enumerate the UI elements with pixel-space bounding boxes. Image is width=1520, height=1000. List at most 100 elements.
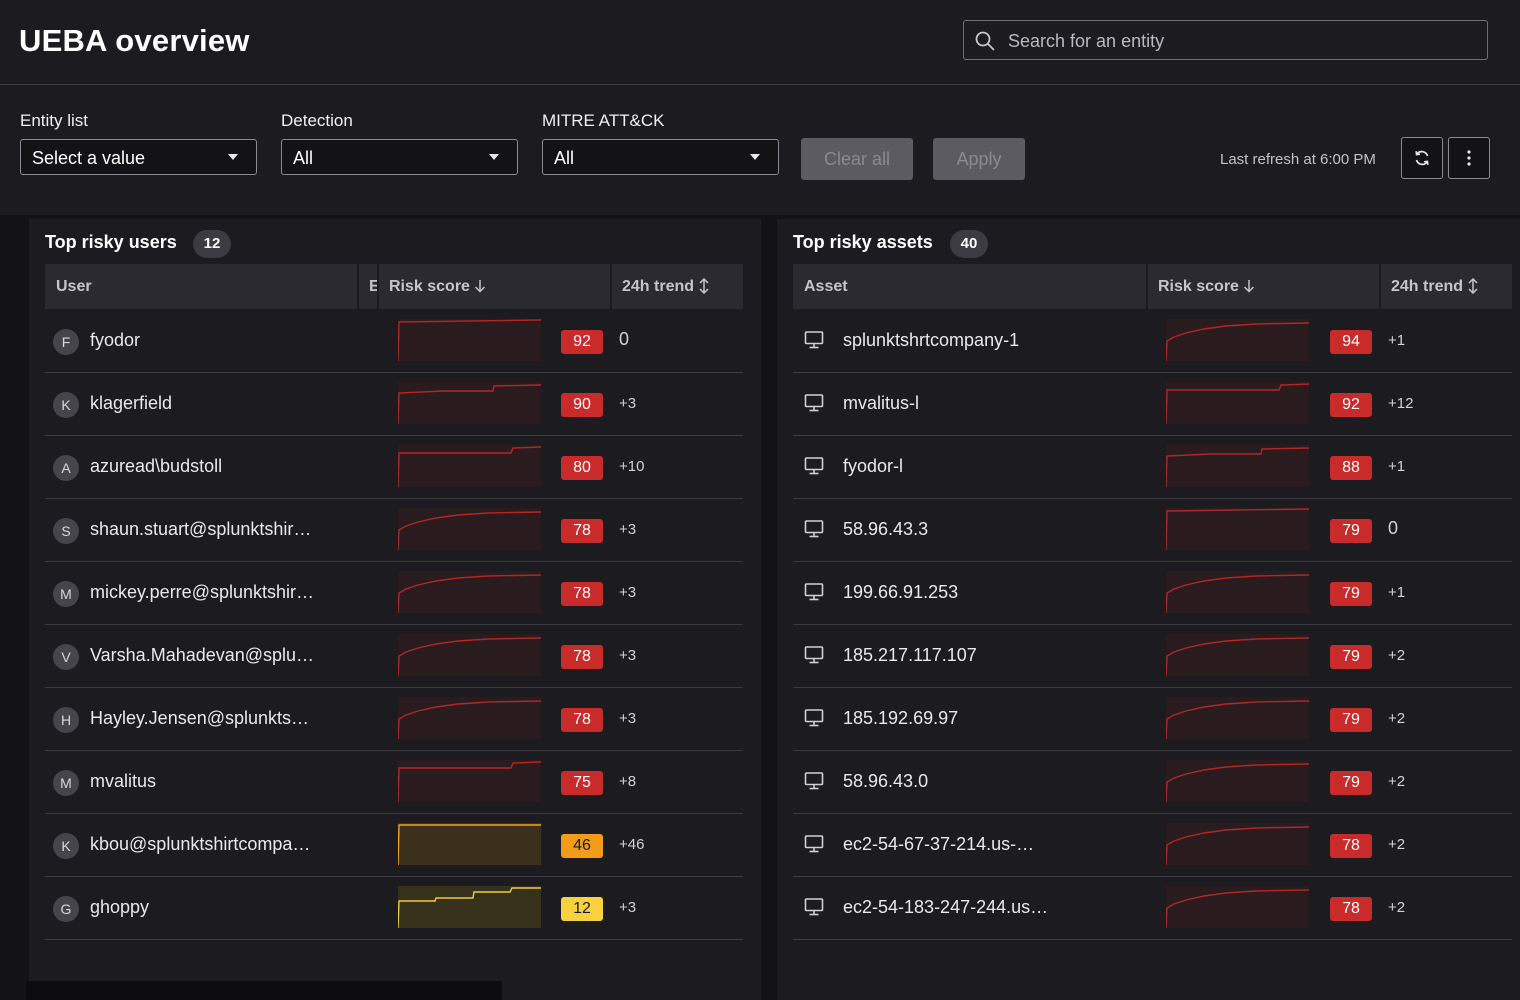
risk-sparkline (397, 382, 542, 425)
trend-value: +8 (619, 773, 637, 790)
arrow-up-down-icon (699, 277, 709, 295)
user-name[interactable]: mvalitus (90, 771, 157, 791)
risk-score-badge: 46 (561, 834, 603, 858)
asset-name[interactable]: fyodor-l (843, 456, 904, 476)
trend-value: +3 (619, 647, 637, 664)
column-header-asset[interactable]: Asset (804, 278, 848, 295)
risk-sparkline (1165, 634, 1310, 677)
table-row[interactable]: 58.96.43.0 79 +2 (793, 751, 1512, 814)
risk-score-badge: 78 (561, 708, 603, 732)
mitre-value: All (554, 148, 575, 168)
table-row[interactable]: 58.96.43.3 79 0 (793, 499, 1512, 562)
arrow-down-icon (475, 280, 486, 293)
user-name[interactable]: Hayley.Jensen@splunkts… (90, 708, 310, 728)
users-table-header: User E Risk score 24h trend (45, 264, 743, 309)
table-row[interactable]: ec2-54-183-247-244.us… 78 +2 (793, 877, 1512, 940)
risk-score-badge: 79 (1330, 519, 1372, 543)
table-row[interactable]: mvalitus-l 92 +12 (793, 373, 1512, 436)
column-header-clipped[interactable]: E (369, 278, 377, 295)
chevron-down-icon (750, 154, 760, 160)
risk-score-badge: 78 (1330, 897, 1372, 921)
asset-name[interactable]: 199.66.91.253 (843, 582, 959, 602)
bottom-bar (26, 981, 502, 1000)
apply-button[interactable]: Apply (933, 138, 1025, 180)
clear-all-button[interactable]: Clear all (801, 138, 913, 180)
risk-score-header-label: Risk score (1158, 278, 1239, 295)
table-row[interactable]: 199.66.91.253 79 +1 (793, 562, 1512, 625)
asset-name[interactable]: 185.217.117.107 (843, 645, 977, 665)
asset-name[interactable]: 58.96.43.3 (843, 519, 929, 539)
user-name[interactable]: klagerfield (90, 393, 173, 413)
trend-value: +3 (619, 395, 637, 412)
avatar: S (53, 518, 79, 544)
user-name[interactable]: ghoppy (90, 897, 150, 917)
trend-value: +10 (619, 458, 645, 475)
asset-name[interactable]: 58.96.43.0 (843, 771, 929, 791)
monitor-icon (804, 583, 824, 601)
table-row[interactable]: splunktshrtcompany-1 94 +1 (793, 310, 1512, 373)
user-name[interactable]: Varsha.Mahadevan@splu… (90, 645, 315, 665)
avatar: M (53, 770, 79, 796)
assets-table-header: Asset Risk score 24h trend (793, 264, 1512, 309)
user-name[interactable]: azuread\budstoll (90, 456, 223, 476)
arrow-down-icon (1244, 280, 1255, 293)
risk-score-badge: 79 (1330, 582, 1372, 606)
table-row[interactable]: V Varsha.Mahadevan@splu… 78 +3 (45, 625, 743, 688)
risk-score-header-label: Risk score (389, 278, 470, 295)
trend-header-label: 24h trend (1391, 278, 1464, 295)
asset-name[interactable]: ec2-54-183-247-244.us… (843, 897, 1049, 917)
trend-value: +3 (619, 710, 637, 727)
risk-score-badge: 78 (1330, 834, 1372, 858)
asset-name[interactable]: splunktshrtcompany-1 (843, 330, 1020, 350)
trend-header-label: 24h trend (622, 278, 695, 295)
table-row[interactable]: H Hayley.Jensen@splunkts… 78 +3 (45, 688, 743, 751)
monitor-icon (804, 835, 824, 853)
entity-list-value: Select a value (32, 148, 146, 168)
monitor-icon (804, 394, 824, 412)
asset-name[interactable]: 185.192.69.97 (843, 708, 959, 728)
column-header-24h-trend[interactable]: 24h trend (622, 264, 710, 309)
trend-value: +3 (619, 584, 637, 601)
chevron-down-icon (489, 154, 499, 160)
monitor-icon (804, 646, 824, 664)
table-row[interactable]: 185.217.117.107 79 +2 (793, 625, 1512, 688)
search-box[interactable] (963, 20, 1488, 61)
risk-sparkline (1165, 886, 1310, 929)
risk-sparkline (397, 634, 542, 677)
monitor-icon (804, 709, 824, 727)
user-name[interactable]: shaun.stuart@splunktshir… (90, 519, 312, 539)
asset-name[interactable]: ec2-54-67-37-214.us-… (843, 834, 1035, 854)
trend-value: 0 (619, 329, 630, 349)
page-header: UEBA overview (0, 0, 1520, 85)
user-name[interactable]: fyodor (90, 330, 141, 350)
table-row[interactable]: ec2-54-67-37-214.us-… 78 +2 (793, 814, 1512, 877)
risk-sparkline (397, 697, 542, 740)
table-row[interactable]: fyodor-l 88 +1 (793, 436, 1512, 499)
asset-name[interactable]: mvalitus-l (843, 393, 920, 413)
table-row[interactable]: 185.192.69.97 79 +2 (793, 688, 1512, 751)
refresh-button[interactable] (1401, 137, 1443, 179)
risk-score-badge: 90 (561, 393, 603, 417)
mitre-select[interactable]: All (542, 139, 779, 175)
column-header-risk-score[interactable]: Risk score (1158, 264, 1255, 309)
search-input[interactable] (1006, 21, 1480, 61)
column-header-risk-score[interactable]: Risk score (389, 264, 486, 309)
chevron-down-icon (228, 154, 238, 160)
user-name[interactable]: kbou@splunktshirtcompa… (90, 834, 311, 854)
user-name[interactable]: mickey.perre@splunktshir… (90, 582, 314, 602)
more-options-button[interactable] (1448, 137, 1490, 179)
risk-sparkline (1165, 823, 1310, 866)
detection-select[interactable]: All (281, 139, 518, 175)
entity-list-select[interactable]: Select a value (20, 139, 257, 175)
column-header-user[interactable]: User (56, 278, 92, 295)
monitor-icon (804, 457, 824, 475)
column-header-24h-trend[interactable]: 24h trend (1391, 264, 1479, 309)
